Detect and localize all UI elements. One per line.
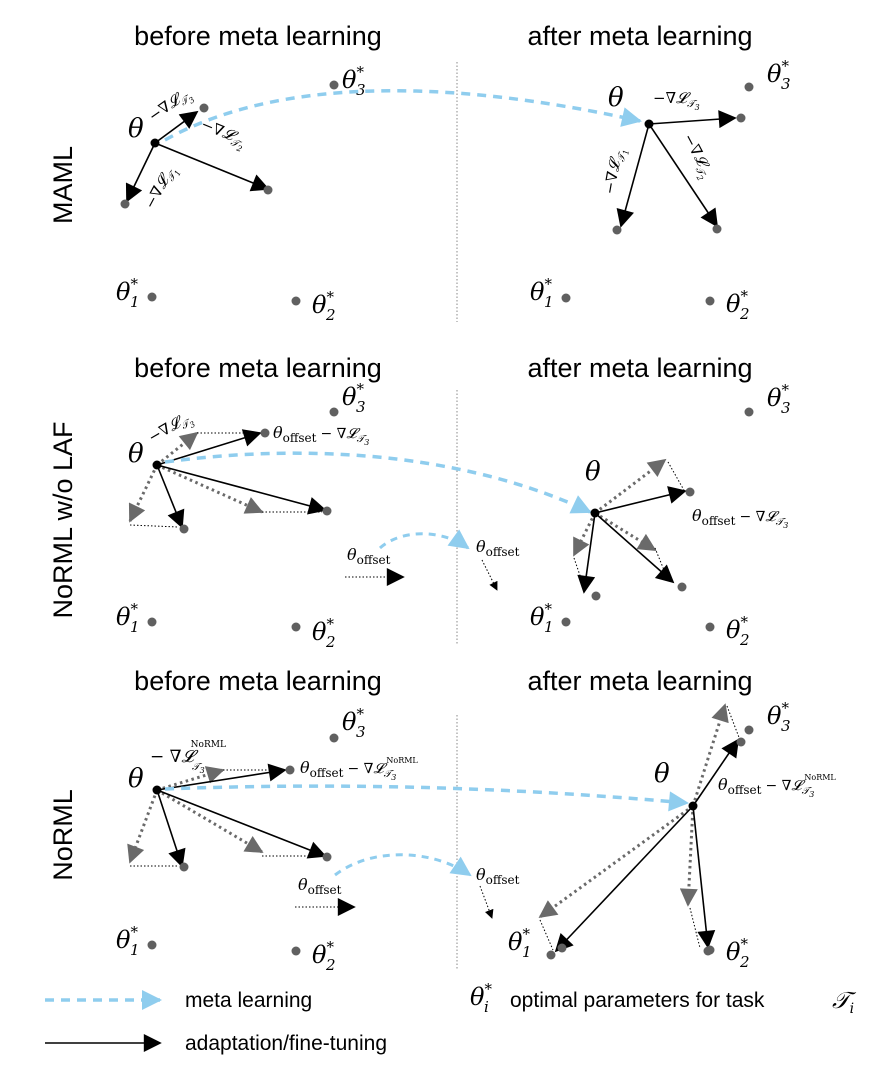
offset-label-norml-after: θoffset	[476, 865, 520, 887]
theta-star-1-after: θ* 1	[530, 275, 554, 311]
theta-star-3-norml-after: θ* 3	[767, 699, 791, 735]
offset-grad-label: θoffset − ∇𝓛𝒯3	[273, 423, 369, 447]
theta-star-3-norml: θ* 3	[342, 705, 366, 741]
theta-star-3: θ* 3	[342, 63, 366, 99]
theta-star-3-wo-laf: θ* 3	[342, 380, 366, 416]
theta-star-1-wo-laf: θ* 1	[116, 600, 140, 636]
norml-wo-laf-after-panel	[481, 407, 754, 632]
row-label-norml-wo-laf: NoRML w/o LAF	[48, 421, 78, 618]
meta-arrow-offset-wo-laf	[378, 529, 470, 550]
offset-label-wo-laf: θoffset	[347, 545, 391, 567]
legend-meta-text: meta learning	[185, 989, 312, 1012]
theta-star-1: θ* 1	[116, 275, 140, 311]
theta-label-wo-laf: θ	[128, 439, 144, 469]
header-before-norml-wo-laf: before meta learning	[134, 353, 382, 383]
theta-star-2-norml: θ* 2	[312, 938, 336, 974]
theta-star-3-after: θ* 3	[767, 57, 791, 93]
header-before-maml: before meta learning	[134, 21, 382, 51]
maml-before-panel	[120, 80, 339, 306]
theta-star-1-norml: θ* 1	[116, 923, 140, 959]
theta-star-2-norml-after: θ* 2	[726, 935, 750, 971]
theta-label-norml: θ	[128, 764, 144, 794]
legend-theta-i-star: θ* i	[470, 980, 492, 1016]
theta-star-2: θ* 2	[312, 288, 336, 324]
offset-label-norml: θoffset	[298, 875, 342, 897]
offset-grad-label-after: θoffset − ∇𝓛𝒯3	[692, 506, 788, 530]
meta-arrow-maml	[164, 88, 642, 142]
theta-label-after: θ	[608, 83, 624, 113]
norml-after-panel	[479, 703, 754, 960]
theta-star-1-wo-laf-after: θ* 1	[530, 600, 554, 636]
norml-before-panel	[127, 733, 356, 956]
legend-optimal-text: optimal parameters for task	[510, 989, 765, 1012]
theta-label-norml-after: θ	[654, 759, 670, 789]
offset-grad-label-norml: θoffset − ∇𝓛𝒯3NoRML	[300, 756, 418, 782]
grad-label-t2: −∇𝓛𝒯2	[197, 115, 249, 154]
maml-after-panel	[561, 82, 754, 306]
header-after-maml: after meta learning	[527, 21, 752, 51]
grad-label-t2-after: −∇𝓛𝒯2	[675, 130, 717, 182]
grad-label-t1: −∇𝓛𝒯1	[141, 162, 183, 214]
theta-star-2-wo-laf: θ* 2	[312, 615, 336, 651]
grad-label-t3-after: −∇𝓛𝒯3	[653, 89, 700, 112]
header-after-norml: after meta learning	[527, 666, 752, 696]
theta-star-2-after: θ* 2	[726, 287, 750, 323]
theta-star-2-wo-laf-after: θ* 2	[726, 613, 750, 649]
grad-label-t3: −∇𝓛𝒯3	[145, 84, 196, 130]
meta-arrow-wo-laf	[164, 451, 592, 514]
meta-arrow-norml	[164, 784, 689, 812]
theta-star-3-wo-laf-after: θ* 3	[767, 381, 791, 417]
legend-task-symbol: 𝒯i	[832, 988, 857, 1017]
row-label-maml: MAML	[48, 146, 78, 224]
offset-label-wo-laf-after: θoffset	[476, 537, 520, 559]
meta-arrow-offset-norml	[334, 853, 472, 877]
grad-label-t1-after: −∇𝓛𝒯1	[600, 147, 631, 197]
theta-star-1-norml-after: θ* 1	[508, 925, 532, 961]
row-label-norml: NoRML	[48, 789, 78, 881]
grad-label-norml: − ∇𝓛 𝒯3NoRML	[150, 740, 226, 775]
norml-wo-laf-before-panel	[128, 407, 405, 632]
offset-grad-label-norml-after: θoffset − ∇𝓛𝒯3NoRML	[718, 773, 836, 799]
header-before-norml: before meta learning	[134, 666, 382, 696]
header-after-norml-wo-laf: after meta learning	[527, 353, 752, 383]
theta-label: θ	[128, 114, 144, 144]
legend-adapt-text: adaptation/fine-tuning	[185, 1032, 387, 1055]
grad-label-wo-laf: −∇𝓛𝒯3	[145, 408, 197, 451]
theta-label-wo-laf-after: θ	[585, 457, 601, 487]
